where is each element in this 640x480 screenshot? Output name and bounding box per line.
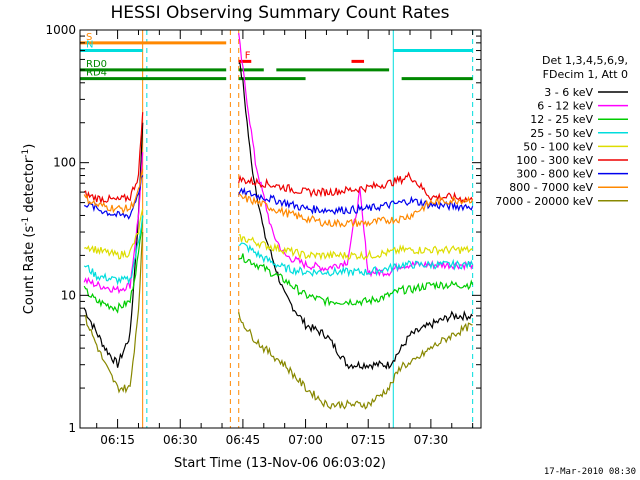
legend: Det 1,3,4,5,6,9, FDecim 1, Att 0 3 - 6 k… xyxy=(495,54,628,208)
x-tick-label: 06:30 xyxy=(163,433,198,447)
legend-label: 800 - 7000 keV xyxy=(509,181,593,194)
flag-label-rd0: RD0 xyxy=(86,59,107,70)
y-tick-label: 1 xyxy=(68,421,76,435)
legend-header-line-2: FDecim 1, Att 0 xyxy=(543,68,628,81)
x-tick-label: 06:15 xyxy=(100,433,135,447)
series-line xyxy=(238,312,473,410)
y-axis-label: Count Rate (s-1 detector-1) xyxy=(21,144,37,315)
x-tick-label: 07:15 xyxy=(351,433,386,447)
flag-label-s: S xyxy=(86,32,92,43)
series-line xyxy=(238,234,473,261)
legend-label: 7000 - 20000 keV xyxy=(495,195,593,208)
y-tick-label: 100 xyxy=(53,156,76,170)
series-3 xyxy=(83,215,474,286)
series-line xyxy=(83,152,144,295)
x-axis: 06:15 06:30 06:45 07:00 07:15 07:30 xyxy=(96,30,474,447)
series-line xyxy=(238,186,474,216)
series-8 xyxy=(84,231,473,410)
series-line xyxy=(84,231,144,394)
legend-label: 100 - 300 keV xyxy=(516,154,593,167)
series-line xyxy=(238,193,474,229)
series-line xyxy=(83,112,144,205)
series-4 xyxy=(83,208,473,261)
series-line xyxy=(238,32,474,278)
y-tick-label: 10 xyxy=(61,288,76,302)
y-tick-label: 1000 xyxy=(45,23,76,37)
legend-label: 3 - 6 keV xyxy=(544,86,593,99)
flag-label-rd4: RD4 xyxy=(86,68,107,79)
x-tick-label: 06:45 xyxy=(226,433,261,447)
plot-frame xyxy=(79,29,482,429)
legend-label: 50 - 100 keV xyxy=(523,140,593,153)
series-line xyxy=(83,122,144,368)
series-line xyxy=(83,215,144,286)
legend-header-line-1: Det 1,3,4,5,6,9, xyxy=(542,54,628,67)
legend-label: 25 - 50 keV xyxy=(530,127,593,140)
series-2 xyxy=(83,215,474,314)
series-line xyxy=(238,171,474,204)
series-line xyxy=(238,62,474,371)
series-0 xyxy=(83,62,474,371)
legend-label: 300 - 800 keV xyxy=(516,168,593,181)
series-line xyxy=(238,253,474,307)
legend-label: 6 - 12 keV xyxy=(537,100,593,113)
flag-label-n: N xyxy=(86,40,93,51)
legend-label: 12 - 25 keV xyxy=(530,113,593,126)
flag-label-f: F xyxy=(245,50,251,61)
series-line xyxy=(83,208,144,260)
y-axis: 1 10 100 1000 xyxy=(45,23,481,435)
footer-timestamp: 17-Mar-2010 08:30 xyxy=(544,467,636,477)
series-line xyxy=(83,215,144,314)
x-tick-label: 07:00 xyxy=(288,433,323,447)
series-line xyxy=(83,168,144,215)
series-1 xyxy=(83,32,474,295)
series-7 xyxy=(83,168,474,229)
chart-title: HESSI Observing Summary Count Rates xyxy=(110,3,449,23)
series-5 xyxy=(83,112,474,205)
x-tick-label: 07:30 xyxy=(414,433,449,447)
series-line xyxy=(238,242,474,278)
x-axis-label: Start Time (13-Nov-06 06:03:02) xyxy=(174,456,386,471)
